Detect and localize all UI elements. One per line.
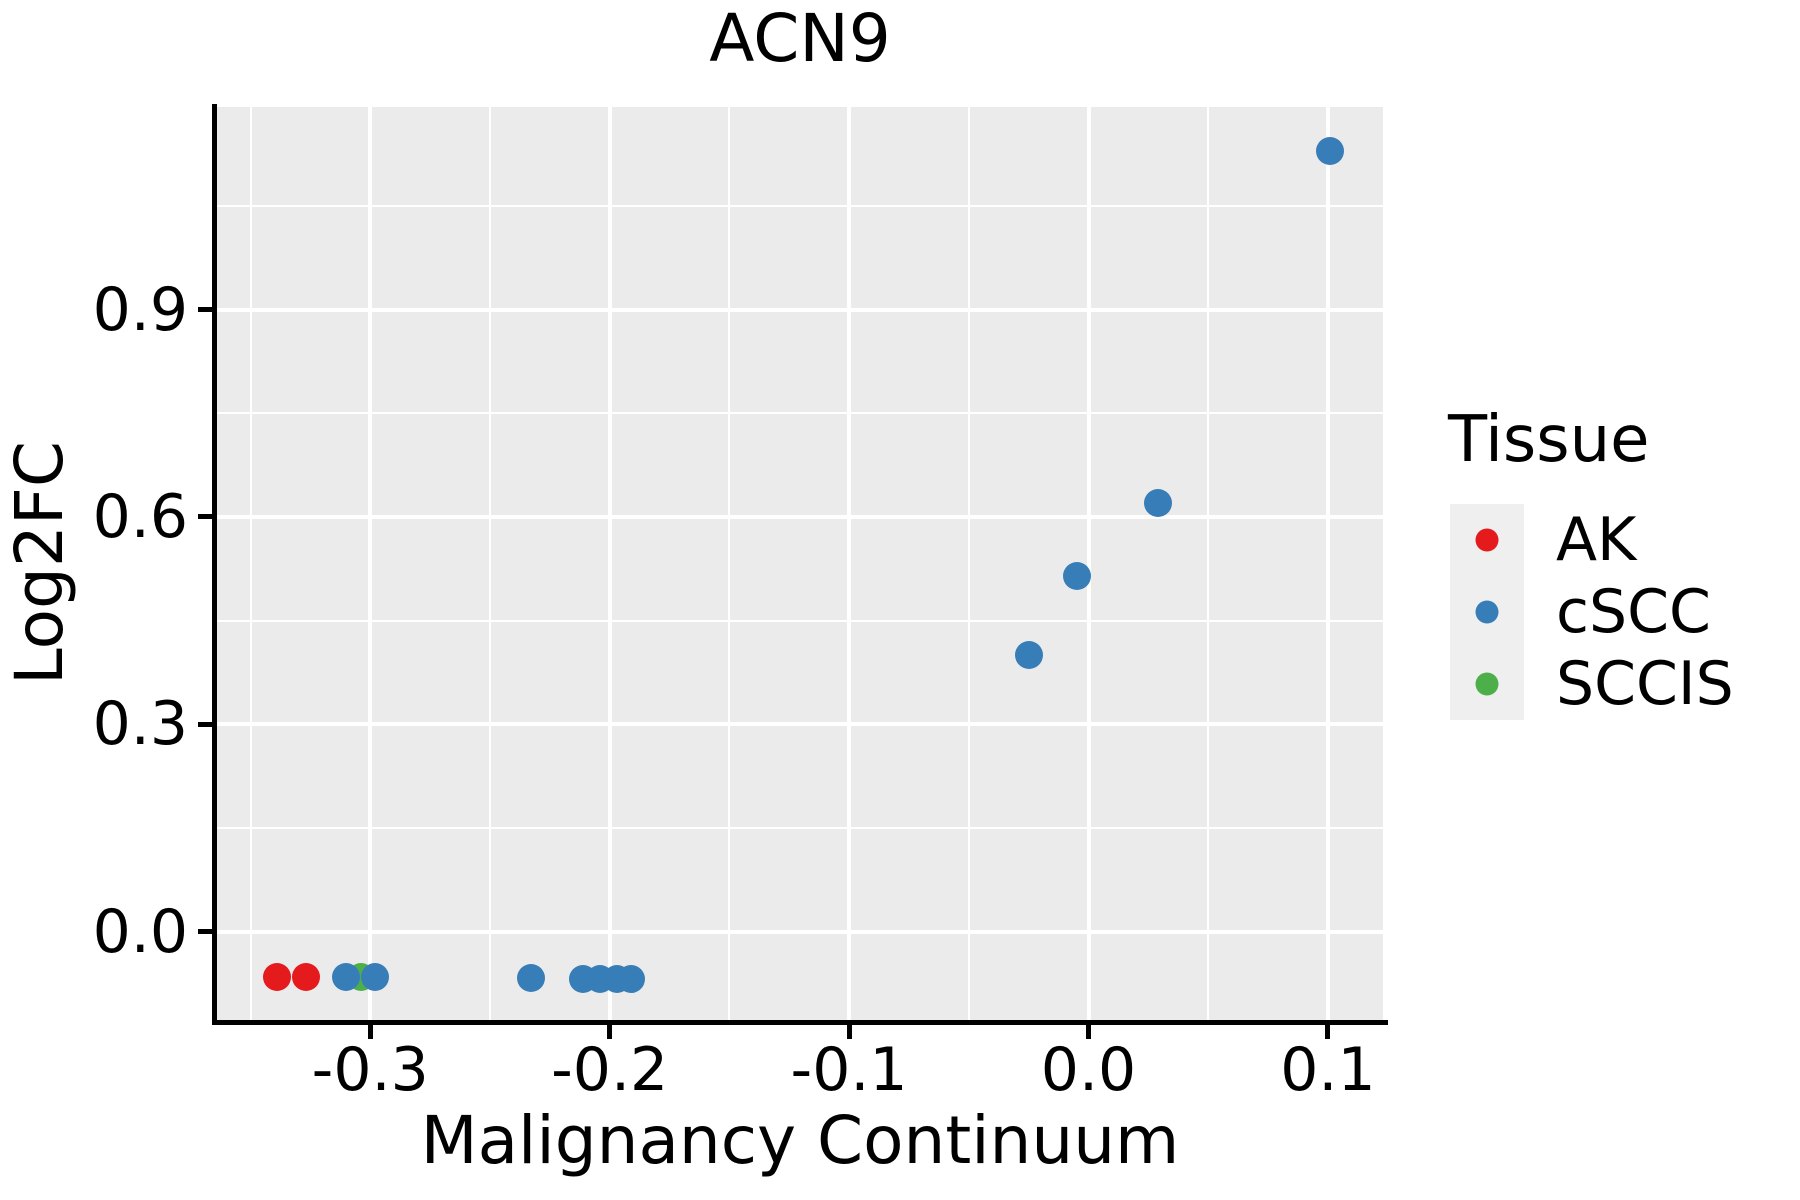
y-gridline-minor [217, 204, 1383, 207]
x-tick-mark [367, 1025, 373, 1039]
legend-label-sccis: SCCIS [1556, 649, 1734, 719]
y-tick-label: 0.9 [92, 274, 188, 345]
x-tick-label: -0.1 [790, 1035, 908, 1105]
y-gridline-major [217, 722, 1383, 727]
x-tick-label: -0.2 [551, 1035, 669, 1105]
x-tick-mark [607, 1025, 613, 1039]
data-point-cscc [332, 963, 361, 992]
y-axis-line [212, 104, 217, 1025]
x-gridline-minor [728, 107, 731, 1020]
data-point-cscc [1143, 489, 1172, 518]
y-gridline-minor [217, 412, 1383, 415]
y-axis-label: Log2FC [1, 441, 78, 685]
legend-dot-cscc [1475, 600, 1499, 624]
legend-key-ak [1450, 504, 1524, 576]
x-gridline-major [607, 107, 612, 1020]
legend-label-cscc: cSCC [1556, 577, 1711, 647]
y-tick-label: 0.3 [92, 689, 188, 760]
x-tick-label: -0.3 [311, 1035, 429, 1105]
x-gridline-major [368, 107, 373, 1020]
x-gridline-minor [488, 107, 491, 1020]
data-point-cscc [1014, 641, 1043, 670]
chart-title: ACN9 [709, 0, 891, 77]
y-tick-label: 0.6 [92, 481, 188, 552]
data-point-ak [291, 963, 320, 992]
x-gridline-minor [249, 107, 252, 1020]
plot-panel [217, 107, 1383, 1020]
legend-dot-sccis [1475, 672, 1499, 696]
x-gridline-major [847, 107, 852, 1020]
y-tick-mark [198, 721, 212, 727]
x-gridline-minor [967, 107, 970, 1020]
legend-title: Tissue [1448, 403, 1650, 477]
legend-key-cscc [1450, 576, 1524, 648]
data-point-cscc [361, 963, 390, 992]
x-gridline-minor [1207, 107, 1210, 1020]
y-tick-mark [198, 929, 212, 935]
x-tick-label: 0.0 [1040, 1035, 1137, 1105]
legend-label-ak: AK [1556, 505, 1637, 575]
y-gridline-major [217, 307, 1383, 312]
y-tick-mark [198, 514, 212, 520]
x-tick-label: 0.1 [1280, 1035, 1376, 1105]
legend-key-sccis [1450, 648, 1524, 720]
legend-dot-ak [1475, 528, 1499, 552]
x-tick-mark [1086, 1025, 1091, 1039]
y-tick-mark [198, 307, 212, 312]
data-point-cscc [516, 963, 545, 992]
x-tick-mark [1325, 1025, 1331, 1039]
data-point-cscc [1316, 136, 1345, 165]
x-gridline-major [1086, 107, 1091, 1020]
data-point-cscc [617, 964, 646, 993]
y-gridline-major [217, 929, 1383, 934]
y-gridline-minor [217, 826, 1383, 829]
data-point-ak [262, 963, 291, 992]
x-axis-line [212, 1020, 1388, 1025]
y-gridline-major [217, 514, 1383, 519]
x-gridline-major [1325, 107, 1330, 1020]
y-gridline-minor [217, 619, 1383, 622]
data-point-cscc [1062, 561, 1091, 590]
x-axis-label: Malignancy Continuum [420, 1102, 1180, 1179]
x-tick-mark [846, 1025, 852, 1039]
y-tick-label: 0.0 [92, 896, 188, 967]
